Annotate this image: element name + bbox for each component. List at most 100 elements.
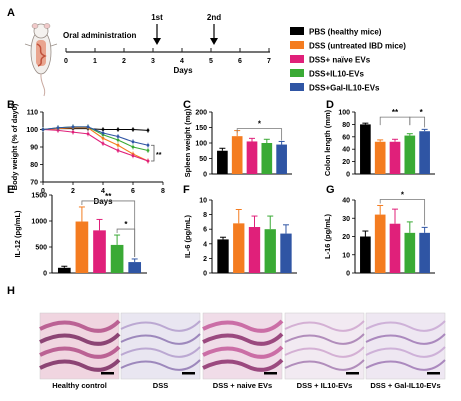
second-dose-arrowhead-icon — [210, 38, 218, 45]
y-tick-label: 100 — [338, 110, 350, 117]
series-point-gal — [146, 143, 150, 147]
panel-letter-g: G — [326, 184, 335, 196]
series-point-pbs — [146, 128, 150, 132]
bar-g-il10 — [404, 232, 416, 273]
y-tick-label: 0 — [203, 172, 207, 179]
series-point-gal — [101, 131, 105, 135]
significance-label: ** — [392, 108, 399, 117]
histology-label-4: DSS + IL10-EVs — [297, 381, 353, 390]
y-tick-label: 100 — [26, 127, 38, 134]
bar-f-dss — [233, 223, 245, 273]
legend: PBS (healthy mice) DSS (untreated IBD mic… — [290, 27, 406, 93]
bar-c-pbs — [217, 150, 228, 174]
significance-label: * — [420, 108, 424, 117]
series-point-naive — [131, 154, 135, 158]
y-tick-label: 60 — [342, 134, 350, 141]
y-tick-label: 90 — [30, 145, 38, 152]
bar-d-il10 — [404, 135, 416, 174]
panel-letter-d: D — [326, 99, 334, 111]
series-line-dss — [42, 127, 149, 162]
scale-bar-icon — [182, 372, 195, 375]
legend-swatch-gal — [290, 83, 304, 91]
bar-f-il10 — [264, 229, 276, 273]
y-axis-label-f: IL-6 (pg/mL) — [183, 215, 192, 258]
legend-label-il10: DSS+IL10-EVs — [309, 70, 364, 79]
y-tick-label: 0 — [346, 172, 350, 179]
series-point-naive — [146, 159, 150, 163]
legend-label-pbs: PBS (healthy mice) — [309, 28, 382, 37]
bar-d-naive — [389, 141, 401, 174]
y-axis-label-b: Body weight (% of day0) — [10, 103, 19, 190]
panel-letter-a: A — [7, 7, 15, 19]
timeline-tick-label: 5 — [209, 58, 213, 65]
legend-label-gal: DSS+Gal-IL10-EVs — [309, 84, 380, 93]
y-tick-label: 1000 — [31, 219, 47, 226]
series-line-naive — [42, 128, 149, 162]
series-point-dss — [101, 136, 105, 140]
y-tick-label: 0 — [43, 271, 47, 278]
timeline-tick-label: 7 — [267, 58, 271, 65]
significance-label: ** — [156, 152, 162, 159]
y-tick-label: 20 — [342, 159, 350, 166]
bar-f-pbs — [217, 239, 229, 273]
timeline-tick-label: 2 — [122, 58, 126, 65]
bar-f-naive — [248, 227, 261, 273]
series-point-il10 — [131, 145, 135, 149]
timeline-tick-label: 1 — [93, 58, 97, 65]
series-point-gal — [56, 126, 60, 130]
y-tick-label: 200 — [195, 110, 207, 117]
bar-g-dss — [374, 214, 386, 273]
y-axis-label-e: IL-12 (pg/mL) — [13, 210, 22, 258]
significance-bracket — [379, 199, 426, 226]
legend-swatch-naive — [290, 55, 304, 63]
scale-bar-icon — [346, 372, 359, 375]
bar-c-naive — [246, 141, 258, 174]
histology-image-3 — [202, 312, 284, 380]
series-point-naive — [86, 132, 90, 136]
y-axis-label-g: L-16 (pg/mL) — [323, 214, 332, 259]
bar-g-naive — [389, 223, 401, 273]
series-point-dss — [116, 143, 120, 147]
panel-letter-b: B — [7, 99, 15, 111]
y-tick-label: 80 — [30, 162, 38, 169]
series-point-gal — [71, 125, 75, 129]
x-tick-label: 4 — [101, 188, 105, 195]
y-tick-label: 70 — [30, 180, 38, 187]
y-tick-label: 0 — [203, 271, 207, 278]
y-tick-label: 110 — [27, 110, 38, 117]
scale-bar-icon — [264, 372, 277, 375]
legend-swatch-dss — [290, 41, 304, 49]
series-point-gal — [116, 135, 120, 138]
y-tick-label: 50 — [199, 156, 207, 163]
first-dose-label: 1st — [151, 13, 163, 22]
x-axis-label-b: Days — [93, 197, 113, 206]
bar-e-dss — [75, 221, 89, 273]
legend-swatch-pbs — [290, 27, 304, 35]
significance-label: ** — [105, 192, 112, 201]
y-tick-label: 20 — [342, 234, 350, 241]
y-tick-label: 2 — [203, 256, 207, 263]
y-tick-label: 0 — [346, 271, 350, 278]
legend-label-naive: DSS+ naïve EVs — [309, 56, 371, 65]
timeline-tick-label: 3 — [151, 58, 155, 65]
histology-image-1 — [39, 312, 121, 380]
scale-bar-icon — [427, 372, 440, 375]
timeline-ticks: 0 1 2 3 4 5 6 7 — [64, 48, 271, 65]
bar-g-pbs — [360, 236, 371, 273]
y-axis-label-c: Spleen weight (mg) — [183, 108, 192, 177]
significance-label: * — [124, 220, 128, 229]
series-point-pbs — [116, 128, 120, 131]
panel-g: G 0 10 20 30 40 L-16 (pg/mL) * — [323, 184, 435, 278]
significance-bracket — [409, 116, 426, 128]
y-tick-label: 30 — [342, 216, 350, 223]
significance-bracket — [379, 116, 411, 126]
bar-c-il10 — [261, 143, 273, 174]
significance-label: * — [258, 120, 262, 129]
bar-g-gal — [419, 232, 430, 273]
series-point-naive — [101, 142, 105, 145]
bar-e-pbs — [57, 267, 71, 273]
bar-c-dss — [231, 136, 243, 174]
